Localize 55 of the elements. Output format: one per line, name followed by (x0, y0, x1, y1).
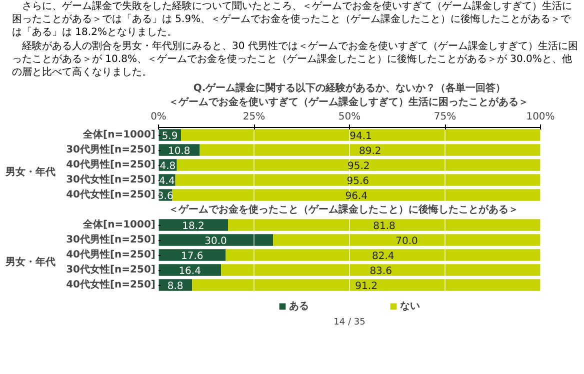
y-tick-label: 40代男性[n=250] (66, 248, 156, 260)
data-label: 16.4 (178, 266, 201, 277)
x-tick-label: 25% (242, 112, 266, 122)
x-tick-label: 50% (338, 112, 361, 122)
y-axis-title: 男女・年代 (4, 166, 56, 178)
y-tick-label: 全体[n=1000] (82, 218, 156, 230)
data-label: 4.8 (160, 161, 176, 172)
bar (158, 234, 274, 246)
chart-subtitle: ＜ゲームでお金を使いすぎて（ゲーム課金しすぎて）生活に困ったことがある＞ (168, 96, 528, 108)
bar (158, 219, 228, 231)
text: 14 / 35 (334, 318, 366, 328)
x-tick-label: 100% (526, 112, 555, 122)
y-tick-label: 全体[n=1000] (82, 128, 156, 140)
chart-title: Q.ゲーム課金に関する以下の経験があるか、ないか？（各単一回答） (193, 82, 506, 94)
y-tick-label: 30代女性[n=250] (66, 264, 156, 276)
data-label: 4.4 (158, 176, 175, 187)
data-label: 8.8 (167, 281, 184, 292)
bar (221, 264, 540, 276)
y-tick-label: 40代女性[n=250] (66, 188, 156, 200)
y-tick-label: 30代女性[n=250] (66, 174, 156, 186)
x-tick-label: 0% (150, 112, 166, 122)
data-label: 70.0 (396, 236, 418, 247)
data-label: 17.6 (180, 251, 204, 262)
bar (192, 279, 540, 291)
bar (226, 249, 540, 261)
legend-label: ない (400, 300, 420, 313)
bar (176, 159, 540, 171)
y-tick-label: 30代男性[n=250] (66, 144, 156, 156)
y-tick-label: 40代男性[n=250] (66, 158, 156, 170)
bar (158, 249, 226, 261)
chart-subtitle: ＜ゲームでお金を使ったこと（ゲーム課金したこと）に後悔したことがある＞ (168, 204, 518, 216)
data-label: 82.4 (372, 251, 394, 262)
bar (228, 219, 540, 231)
x-tick-label: 75% (434, 112, 456, 122)
data-label: 10.8 (168, 146, 190, 157)
text: さらに、ゲーム課金で失敗をした経験について聞いたところ、＜ゲームでお金を使いすぎて（ゲーム課金しすぎて）生活に困ったことがある＞では「ある」は 5.9%、＜ゲームでお金を使ったこと（ゲーム課金したこと）に後悔したことがある＞では「ある」は 18.2%となりました。 (12, 0, 573, 39)
bar (181, 129, 540, 141)
y-tick-label: 30代男性[n=250] (66, 234, 156, 246)
data-label: 83.6 (370, 266, 392, 277)
data-label: 30.0 (204, 236, 227, 247)
data-label: 94.1 (350, 131, 372, 142)
y-tick-label: 40代女性[n=250] (66, 278, 156, 290)
bar (175, 174, 540, 186)
bar (200, 144, 540, 156)
bar (158, 264, 222, 276)
bar (172, 189, 540, 201)
legend-label: ある (289, 300, 309, 313)
y-axis-title: 男女・年代 (4, 256, 56, 268)
text: 経験がある人の割合を男女・年代別にみると、30 代男性では＜ゲームでお金を使いすぎて（ゲーム課金しすぎて）生活に困ったことがある＞が 10.8%、＜ゲームでお金を使ったこと（ゲーム課金したこと）に後悔したことがある＞が 30.0%と、他の層と比べて高くなりました。 (12, 40, 578, 79)
data-label: 18.2 (182, 221, 204, 232)
data-label: 89.2 (358, 146, 382, 157)
data-label: 5.9 (162, 131, 178, 142)
data-label: 81.8 (373, 221, 396, 232)
bar (273, 234, 540, 246)
data-label: 91.2 (355, 281, 378, 292)
